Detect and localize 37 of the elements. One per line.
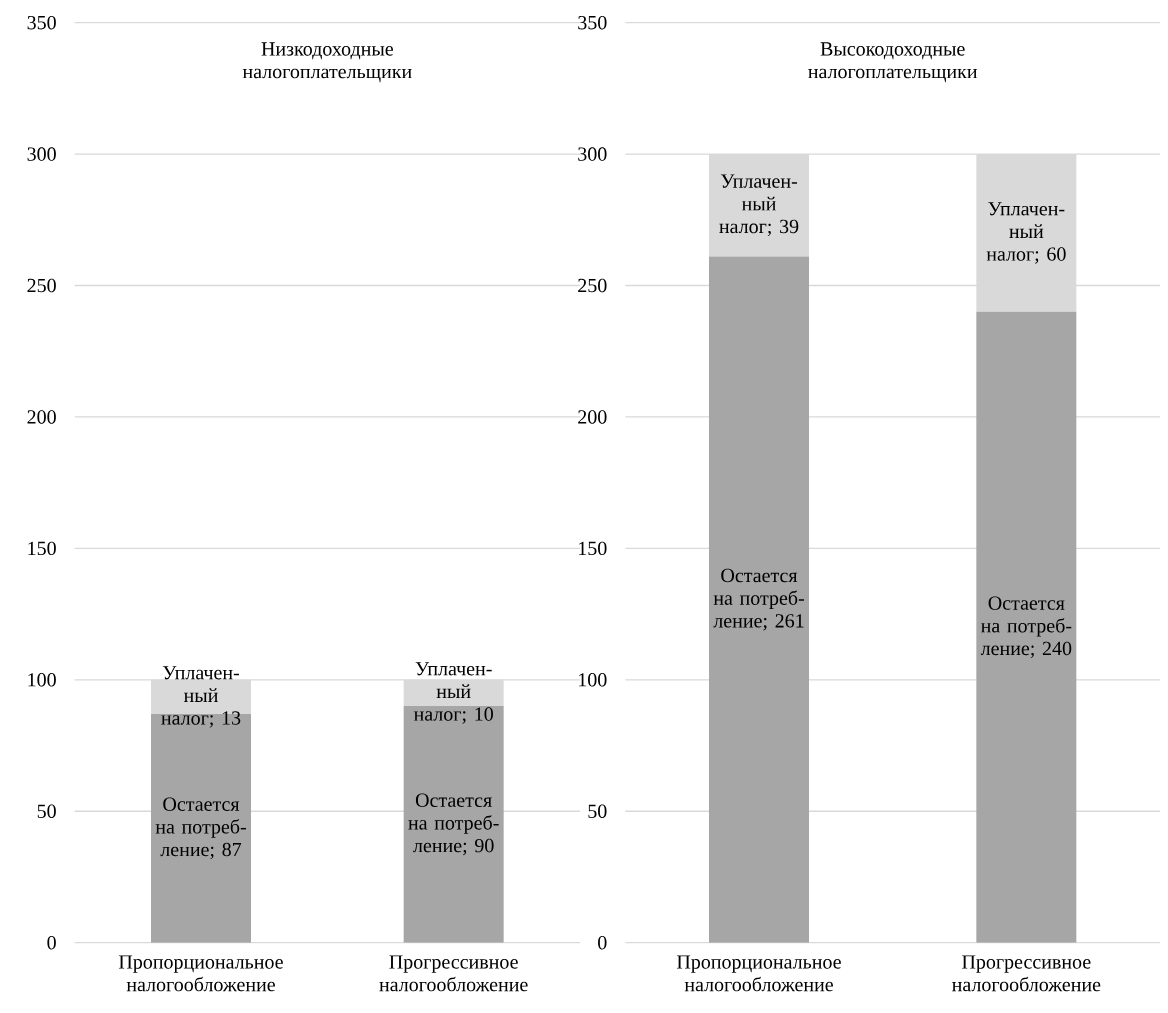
- y-tick-label: 150: [28, 541, 56, 555]
- data-label: Остается на потреб-ление; 87: [155, 797, 246, 859]
- bar: [403, 679, 504, 706]
- y-tick-label: 350: [578, 15, 607, 30]
- bar: [976, 153, 1077, 312]
- bar: [403, 705, 504, 943]
- data-label: Уплачен-ный налог; 10: [413, 662, 493, 724]
- y-tick-label: 250: [27, 278, 56, 293]
- bar: [709, 153, 809, 257]
- y-tick-label: 100: [28, 672, 56, 687]
- data-label: Остается на потреб-ление; 261: [713, 568, 804, 631]
- x-tick-label: Прогрессивное налогообложение: [379, 955, 528, 992]
- text: Высокодоходные налогоплательщики: [808, 42, 978, 83]
- y-tick-label: 200: [27, 410, 56, 424]
- data-label: Уплачен-ный налог; 13: [161, 665, 241, 728]
- y-tick-label: 300: [27, 147, 56, 161]
- y-tick-label: 0: [598, 935, 607, 950]
- data-label: Уплачен-ный налог; 60: [986, 202, 1066, 264]
- y-tick-label: 150: [579, 541, 607, 555]
- x-tick-label: Пропорциональное налогообложение: [118, 955, 283, 992]
- y-tick-label: 50: [37, 804, 56, 818]
- bar: [151, 713, 251, 943]
- y-tick-label: 300: [578, 147, 607, 161]
- bar: [709, 256, 809, 943]
- text: Низкодоходные налогоплательщики: [242, 42, 412, 83]
- y-tick-label: 250: [578, 278, 607, 293]
- data-label: Уплачен-ный налог; 39: [719, 174, 799, 236]
- bar: [976, 311, 1077, 943]
- x-tick-label: Пропорциональное налогообложение: [676, 955, 841, 992]
- y-tick-label: 350: [27, 15, 56, 30]
- x-tick-label: Прогрессивное налогообложение: [952, 955, 1101, 992]
- data-label: Остается на потреб-ление; 90: [408, 793, 499, 856]
- data-label: Остается на потреб-ление; 240: [980, 596, 1072, 658]
- y-tick-label: 200: [578, 410, 607, 424]
- y-tick-label: 0: [47, 935, 56, 950]
- y-tick-label: 100: [579, 672, 607, 687]
- y-tick-label: 50: [588, 804, 607, 818]
